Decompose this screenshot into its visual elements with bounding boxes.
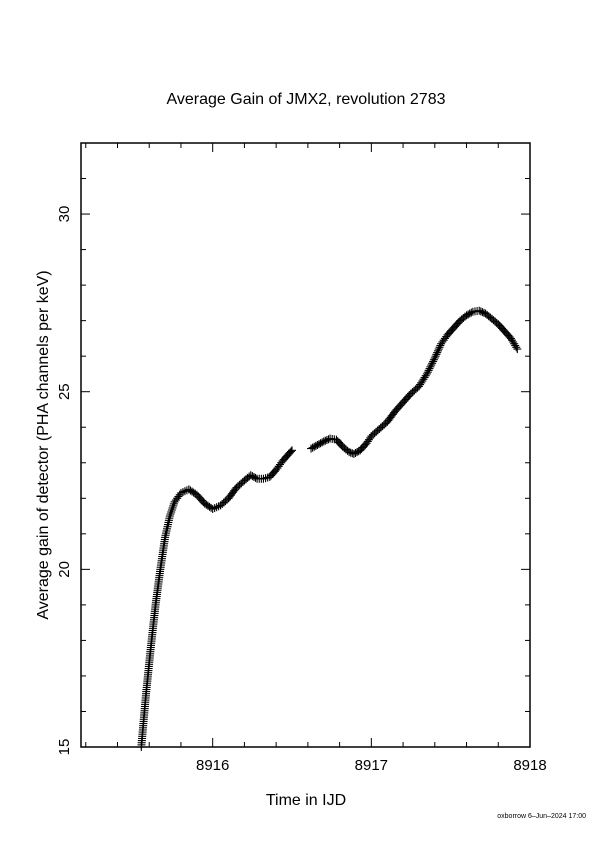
x-tick-label: 8917 bbox=[355, 757, 388, 774]
data-point bbox=[436, 341, 445, 350]
data-point bbox=[432, 350, 441, 359]
data-point bbox=[178, 488, 187, 497]
data-point bbox=[424, 366, 433, 375]
plot-frame bbox=[80, 142, 531, 748]
data-point bbox=[176, 488, 185, 497]
data-point bbox=[467, 308, 476, 317]
data-point bbox=[511, 341, 520, 350]
data-point bbox=[259, 474, 268, 483]
data-point bbox=[165, 512, 174, 521]
data-point bbox=[429, 357, 438, 366]
data-point bbox=[508, 336, 517, 345]
data-point bbox=[180, 487, 189, 496]
data-point bbox=[251, 473, 260, 482]
y-tick-label: 25 bbox=[56, 383, 73, 400]
x-axis-label: Time in IJD bbox=[266, 792, 346, 809]
data-point bbox=[513, 345, 522, 354]
data-point bbox=[166, 510, 175, 519]
data-point bbox=[169, 501, 178, 510]
data-points bbox=[137, 306, 522, 751]
x-tick-label: 8916 bbox=[196, 757, 229, 774]
chart-title: Average Gain of JMX2, revolution 2783 bbox=[167, 91, 446, 108]
data-point bbox=[261, 474, 270, 483]
y-axis-label: Average gain of detector (PHA channels p… bbox=[35, 270, 52, 619]
data-point bbox=[168, 503, 177, 512]
data-point bbox=[167, 505, 176, 514]
data-point bbox=[428, 359, 437, 368]
data-point bbox=[433, 346, 442, 355]
data-point bbox=[433, 348, 442, 357]
data-point bbox=[422, 369, 431, 378]
data-point bbox=[208, 504, 217, 513]
data-point bbox=[434, 345, 443, 354]
x-tick-label: 8918 bbox=[513, 757, 546, 774]
data-point bbox=[288, 446, 297, 455]
y-tick-label: 20 bbox=[56, 561, 73, 578]
data-point bbox=[512, 343, 521, 352]
data-point bbox=[286, 447, 295, 456]
data-point bbox=[167, 507, 176, 516]
data-point bbox=[212, 503, 221, 512]
y-tick-label: 30 bbox=[56, 206, 73, 223]
data-point bbox=[169, 499, 178, 508]
data-point bbox=[263, 473, 272, 482]
data-point bbox=[506, 334, 515, 343]
data-point bbox=[427, 361, 436, 370]
data-point bbox=[430, 353, 439, 362]
data-point bbox=[435, 343, 444, 352]
footer-credit: oxborrow 6–Jun–2024 17:00 bbox=[497, 813, 586, 820]
y-tick-label: 15 bbox=[56, 739, 73, 756]
data-point bbox=[210, 504, 219, 513]
data-point bbox=[423, 368, 432, 377]
data-point bbox=[426, 362, 435, 371]
data-point bbox=[510, 339, 519, 348]
data-point bbox=[429, 355, 438, 364]
data-point bbox=[421, 371, 430, 380]
tick-labels: 8916 8917 8918 15 20 25 30 bbox=[56, 206, 547, 774]
data-point bbox=[509, 337, 518, 346]
data-point bbox=[431, 352, 440, 361]
axis-ticks bbox=[81, 142, 531, 748]
data-point bbox=[425, 364, 434, 373]
